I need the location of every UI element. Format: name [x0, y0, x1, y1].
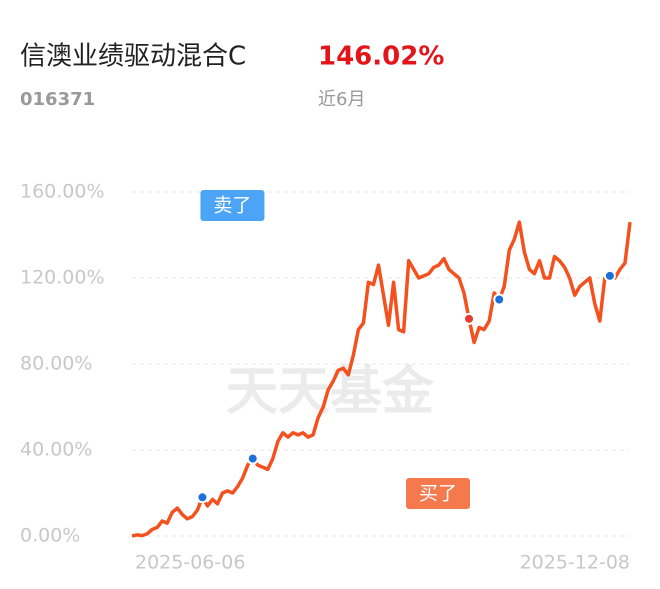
return-value: 146.02% [318, 42, 444, 72]
trade-label-box [406, 478, 471, 509]
trade-label: 买了 [419, 483, 457, 505]
trade-point [196, 491, 209, 504]
trade-point [246, 452, 259, 465]
y-tick-label: 160.00% [20, 181, 105, 203]
trade-label: 卖了 [213, 195, 251, 217]
line-series [131, 220, 632, 538]
y-tick-label: 0.00% [20, 525, 80, 547]
trade-point [463, 312, 476, 325]
x-tick-label: 2025-12-08 [520, 552, 630, 574]
x-tick-label: 2025-06-06 [135, 552, 245, 574]
fund-code: 016371 [20, 89, 95, 110]
fund-title: 信澳业绩驱动混合C [20, 42, 246, 72]
period: 近6月 [318, 89, 365, 110]
trade-point [603, 269, 616, 282]
watermark: 天天基金 [226, 362, 435, 422]
y-tick-label: 120.00% [20, 267, 105, 289]
y-tick-label: 80.00% [20, 353, 92, 375]
trade-point [493, 293, 506, 306]
trade-label-box [200, 190, 265, 221]
y-tick-label: 40.00% [20, 439, 92, 461]
